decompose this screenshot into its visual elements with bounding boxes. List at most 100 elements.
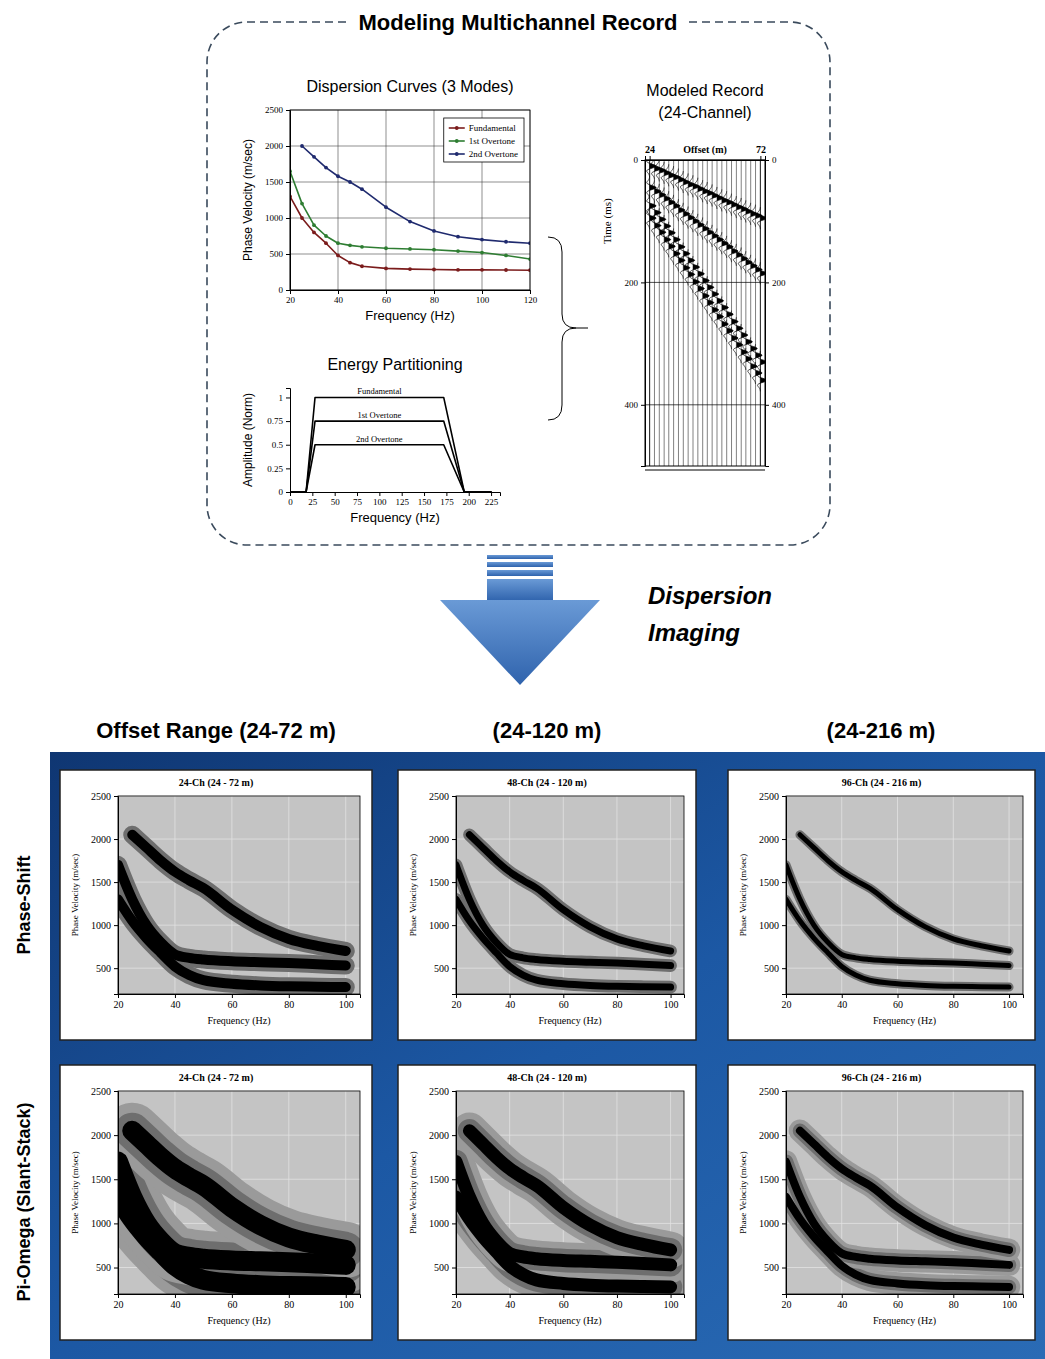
tick-mark xyxy=(671,1294,672,1298)
chart: 025507510012515017520022500.250.50.751Fr… xyxy=(241,356,501,525)
tick: 1000 xyxy=(91,920,118,931)
tick-mark xyxy=(286,218,290,219)
tick: 40 xyxy=(837,1294,847,1310)
tick-label: 200 xyxy=(772,278,786,288)
tick-mark xyxy=(286,421,290,422)
axis-title: Frequency (Hz) xyxy=(538,1315,601,1327)
tick-label: 0.5 xyxy=(272,440,284,450)
plot-marks xyxy=(456,1131,671,1287)
tick: 2000 xyxy=(429,834,456,845)
series-line xyxy=(290,171,530,259)
tick-label: 80 xyxy=(284,1299,294,1310)
band-halo xyxy=(469,835,670,951)
row-head: Phase-Shift xyxy=(14,855,34,954)
tick-mark xyxy=(452,839,456,840)
series-label: Fundamental xyxy=(357,386,402,396)
tick-mark xyxy=(232,994,233,998)
marker xyxy=(504,240,508,244)
band-core xyxy=(469,835,670,951)
tick-label: 40 xyxy=(505,999,515,1010)
tick-label: 1500 xyxy=(759,1174,779,1185)
axis-line xyxy=(782,1092,787,1295)
axis-title: Frequency (Hz) xyxy=(873,1315,936,1327)
arrow-bar xyxy=(487,562,553,567)
wavelet xyxy=(757,351,765,373)
grid-line xyxy=(456,1179,684,1180)
trace xyxy=(760,160,761,466)
tick-label: 500 xyxy=(434,1262,449,1273)
tick-label: 100 xyxy=(339,1299,354,1310)
tick-mark xyxy=(346,1294,347,1298)
tick: 40 xyxy=(170,1294,180,1310)
trace xyxy=(668,160,669,466)
plot-ground xyxy=(456,796,684,994)
wavelet xyxy=(743,251,752,273)
marker xyxy=(312,223,316,227)
plot-marks xyxy=(786,1131,1009,1287)
tick: 24 xyxy=(645,144,655,160)
tick-label: 40 xyxy=(837,999,847,1010)
axis: 20406080100 xyxy=(114,994,361,1010)
tick-mark xyxy=(617,994,618,998)
marker xyxy=(456,268,460,272)
tick-mark xyxy=(434,290,435,294)
plot-marks xyxy=(647,160,765,466)
grid-line xyxy=(786,839,1023,840)
axis-title: Phase Velocity (m/sec) xyxy=(70,1151,80,1233)
tick: 2500 xyxy=(759,1086,786,1097)
tick: 25 xyxy=(308,492,318,507)
legend-marker xyxy=(455,126,459,130)
marker xyxy=(348,180,352,184)
tick: 100 xyxy=(664,994,679,1010)
tick-mark xyxy=(530,290,531,294)
tick: 80 xyxy=(284,994,294,1010)
chart-title: Modeled Record(24-Channel) xyxy=(646,82,763,121)
tick-label: 2000 xyxy=(759,1130,779,1141)
tick-label: 1000 xyxy=(759,920,779,931)
tick-mark xyxy=(765,282,769,283)
tick: 120 xyxy=(524,290,538,305)
tick: 72 xyxy=(756,144,766,160)
tick: 200 xyxy=(462,492,476,507)
tick-mark xyxy=(286,492,290,493)
tick-mark xyxy=(424,492,425,496)
series-label: 1st Overtone xyxy=(358,410,402,420)
layout: Modeling Multichannel RecordDispersionIm… xyxy=(14,10,1045,1359)
tick-label: 80 xyxy=(284,999,294,1010)
tick-label: 200 xyxy=(462,497,476,507)
tick-label: 2500 xyxy=(429,1086,449,1097)
tick: 200 xyxy=(765,278,786,288)
wavelet xyxy=(757,262,765,284)
axis: 5001000150020002500 xyxy=(759,1086,787,1295)
tick: 2000 xyxy=(759,834,786,845)
chart-title: Dispersion Curves (3 Modes) xyxy=(306,78,513,95)
marker xyxy=(348,243,352,247)
chart: 204060801005001000150020002500Frequency … xyxy=(60,1065,372,1340)
trace xyxy=(683,160,684,466)
tick-mark xyxy=(232,1294,233,1298)
tick: 225 xyxy=(485,492,499,507)
tick-mark xyxy=(641,160,645,161)
tick-mark xyxy=(953,1294,954,1298)
text-line: Dispersion xyxy=(648,582,772,609)
tick: 60 xyxy=(227,1294,237,1310)
plot-ground xyxy=(118,1091,360,1294)
tick-mark xyxy=(114,882,118,883)
tick-mark xyxy=(114,1268,118,1269)
tick-mark xyxy=(641,405,645,406)
plot-marks xyxy=(290,397,491,492)
axis-line xyxy=(286,389,291,493)
marker xyxy=(480,251,484,255)
arrow-label: DispersionImaging xyxy=(648,582,772,646)
legend-marker xyxy=(455,139,459,143)
tick: 60 xyxy=(559,1294,569,1310)
axis-title: Phase Velocity (m/sec) xyxy=(241,139,255,261)
axis: 5001000150020002500 xyxy=(429,791,457,995)
axis-line xyxy=(787,995,1024,999)
grid-line xyxy=(338,110,339,290)
chart: 204060801005001000150020002500Frequency … xyxy=(728,1065,1035,1340)
tick-mark xyxy=(286,397,290,398)
marker xyxy=(312,231,316,235)
tick-label: 500 xyxy=(764,1262,779,1273)
tick-mark xyxy=(286,445,290,446)
